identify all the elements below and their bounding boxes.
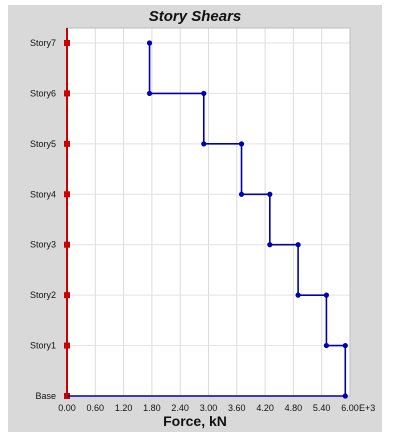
x-tick-label: 1.80: [143, 403, 161, 413]
data-point: [201, 141, 207, 147]
y-tick-label: Story5: [30, 139, 56, 149]
x-tick-label: 3.60: [228, 403, 246, 413]
level-marker: [64, 342, 70, 349]
level-marker: [64, 241, 70, 248]
y-tick-label: Base: [35, 391, 56, 401]
y-tick-label: Story1: [30, 341, 56, 351]
data-point: [295, 242, 301, 248]
level-marker: [64, 90, 70, 97]
data-point: [342, 393, 348, 399]
data-point: [146, 90, 153, 97]
level-marker: [64, 40, 70, 46]
data-point: [295, 292, 301, 298]
y-tick-label: Story3: [30, 240, 56, 250]
y-tick-label: Story7: [30, 38, 56, 48]
data-point: [323, 342, 330, 349]
x-tick-label: 0.60: [87, 403, 105, 413]
grid-lines: [66, 27, 351, 397]
y-axis: [64, 28, 70, 399]
y-tick-label: Story6: [30, 88, 56, 98]
data-point: [342, 342, 348, 349]
y-tick-label: Story4: [30, 189, 56, 199]
chart-title: Story Shears: [148, 8, 242, 25]
level-marker: [64, 191, 70, 198]
x-axis-label: Force, kN: [163, 413, 227, 429]
x-tick-label: 0.00: [58, 403, 76, 413]
level-marker: [64, 292, 70, 299]
x-tick-label: 2.40: [171, 403, 189, 413]
x-tick-label: 4.80: [285, 403, 303, 413]
series-layer: [67, 40, 348, 399]
x-tick-label: 1.20: [115, 403, 133, 413]
data-point: [267, 191, 273, 197]
y-tick-labels: Base Story1 Story2 Story3 Story4 Story5 Story6…: [30, 38, 56, 401]
x-tick-label: 4.20: [256, 403, 274, 413]
data-point: [267, 242, 273, 248]
x-tick-label: 6.00: [341, 403, 359, 413]
data-point: [201, 90, 207, 97]
x-multiplier-label: E+3: [359, 403, 375, 413]
data-point: [238, 141, 245, 147]
data-point: [238, 191, 245, 197]
x-tick-label: 5.40: [313, 403, 331, 413]
level-marker: [64, 140, 70, 147]
x-tick-labels: 0.00 0.60 1.20 1.80 2.40 3.00 3.60 4.20 4.80 5.40…: [58, 403, 375, 413]
x-tick-label: 3.00: [200, 403, 218, 413]
y-tick-label: Story2: [30, 290, 56, 300]
data-point: [146, 40, 153, 46]
data-point: [323, 292, 330, 298]
